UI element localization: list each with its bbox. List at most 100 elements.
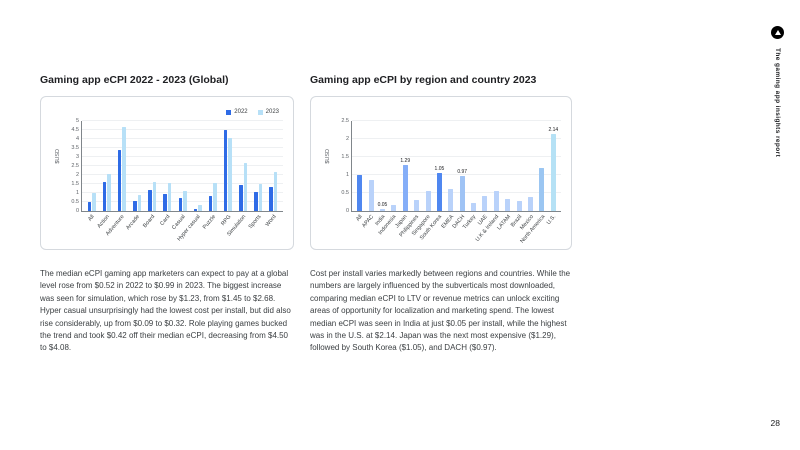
bar <box>208 195 213 211</box>
bar <box>528 197 534 211</box>
gridline <box>352 192 561 193</box>
bar <box>198 205 202 211</box>
bars-container: 0.05 1.29 1.05 0.97 2.14 <box>352 121 561 211</box>
bar-group: 1.05 <box>434 121 445 211</box>
bar <box>193 209 198 211</box>
bar <box>223 130 228 211</box>
bar-group <box>354 121 365 211</box>
chart-area: $USD 0.05 1.29 1.05 0.97 2.14 0 0.5 1 1.5 2 2.5 A… <box>325 118 561 248</box>
bar-group: 1.29 <box>400 121 411 211</box>
bars-container <box>82 121 283 211</box>
x-axis-label-text: Sports <box>247 214 263 231</box>
bar <box>213 182 217 211</box>
y-tick-label: 2 <box>75 172 79 178</box>
bar <box>425 191 431 211</box>
y-tick-label: 1 <box>75 190 79 196</box>
x-axis-label-text: Board <box>142 214 157 230</box>
bar-value-label: 1.05 <box>434 166 445 173</box>
bar <box>137 195 142 211</box>
x-axis-label: All <box>353 212 364 248</box>
bar <box>505 199 511 211</box>
x-axis-label: Hyper casual <box>177 212 205 248</box>
bar-group <box>525 121 536 211</box>
gridline <box>352 120 561 121</box>
bar <box>482 195 488 211</box>
bar-group <box>84 121 99 211</box>
side-rail: The gaming app insights report <box>771 26 784 157</box>
y-tick-label: 2 <box>345 136 349 142</box>
bar <box>273 171 278 211</box>
bar-group: 0.05 <box>377 121 388 211</box>
bar <box>402 164 408 211</box>
report-brand-text: The gaming app insights report <box>774 48 781 158</box>
page-number: 28 <box>770 418 780 428</box>
bar <box>539 167 545 211</box>
y-tick-label: 0 <box>75 208 79 214</box>
bar <box>87 201 92 211</box>
bar <box>436 173 442 211</box>
y-axis-title: $USD <box>55 149 61 164</box>
gridline <box>352 138 561 139</box>
x-axis-label: Word <box>265 212 281 248</box>
x-axis-label: Turkey <box>462 212 478 248</box>
bar-group <box>388 121 399 211</box>
chart-area: $USD 0 0.5 1 1.5 2 2.5 3 3.5 4 4.5 5 All Action Adve… <box>55 118 283 248</box>
bar <box>167 183 172 211</box>
y-tick-label: 2.5 <box>71 163 79 169</box>
bar-value-label: 1.29 <box>400 157 411 164</box>
chart-legend <box>325 107 557 117</box>
bar <box>414 200 420 211</box>
bar-group <box>422 121 433 211</box>
x-axis-label-text: All <box>354 214 364 223</box>
bar-group <box>445 121 456 211</box>
bar <box>493 191 499 211</box>
x-axis-label-text: Puzzle <box>201 214 218 231</box>
bar <box>550 133 556 211</box>
bar-value-label: 0.97 <box>457 169 468 176</box>
bar <box>178 198 183 211</box>
bar-group <box>536 121 547 211</box>
gridline <box>82 156 283 157</box>
bar-group: 2.14 <box>548 121 559 211</box>
bar-group <box>236 121 251 211</box>
bar <box>133 201 137 211</box>
region-chart-card: $USD 0.05 1.29 1.05 0.97 2.14 0 0.5 1 1.5 2 2.5 A… <box>310 96 572 250</box>
bar-group <box>468 121 479 211</box>
bar-value-label: 2.14 <box>548 126 559 133</box>
bar-group <box>266 121 281 211</box>
bar <box>183 191 187 211</box>
x-axis-label-text: All <box>86 214 96 223</box>
y-tick-label: 4.5 <box>71 127 79 133</box>
bar <box>258 184 263 211</box>
bar-group <box>491 121 502 211</box>
gridline <box>82 192 283 193</box>
bar-group <box>479 121 490 211</box>
x-axis-label: Indonesia <box>378 212 398 248</box>
region-section: Gaming app eCPI by region and country 20… <box>310 74 572 355</box>
gridline <box>82 165 283 166</box>
legend-label: 2022 <box>234 109 248 115</box>
x-axis-label: Arcade <box>125 212 144 248</box>
bar-group <box>220 121 235 211</box>
bar <box>391 204 397 211</box>
bar-group <box>175 121 190 211</box>
y-tick-label: 1.5 <box>71 181 79 187</box>
region-chart-title: Gaming app eCPI by region and country 20… <box>310 74 537 86</box>
x-axis-label: Sports <box>247 212 266 248</box>
global-chart-card: 2022 2023 $USD 0 0.5 1 1.5 2 2.5 3 3.5 4 4.5 5 All A… <box>40 96 294 250</box>
x-axis-label-text: Card <box>159 214 172 227</box>
y-tick-label: 3.5 <box>71 145 79 151</box>
gridline <box>82 147 283 148</box>
bar-group <box>129 121 144 211</box>
y-tick-label: 1 <box>345 172 349 178</box>
legend-item: 2023 <box>257 107 279 117</box>
x-axis-label: EMEA <box>440 212 456 248</box>
gridline <box>82 138 283 139</box>
bar <box>102 181 107 211</box>
content-area: Gaming app eCPI 2022 - 2023 (Global) 202… <box>40 74 572 355</box>
x-axis-label: Simulation <box>226 212 250 248</box>
bar-group <box>190 121 205 211</box>
global-chart-title: Gaming app eCPI 2022 - 2023 (Global) <box>40 74 229 86</box>
x-axis-labels: All Action Adventure Arcade Board Card Casual H… <box>81 212 283 248</box>
bar <box>368 180 374 211</box>
